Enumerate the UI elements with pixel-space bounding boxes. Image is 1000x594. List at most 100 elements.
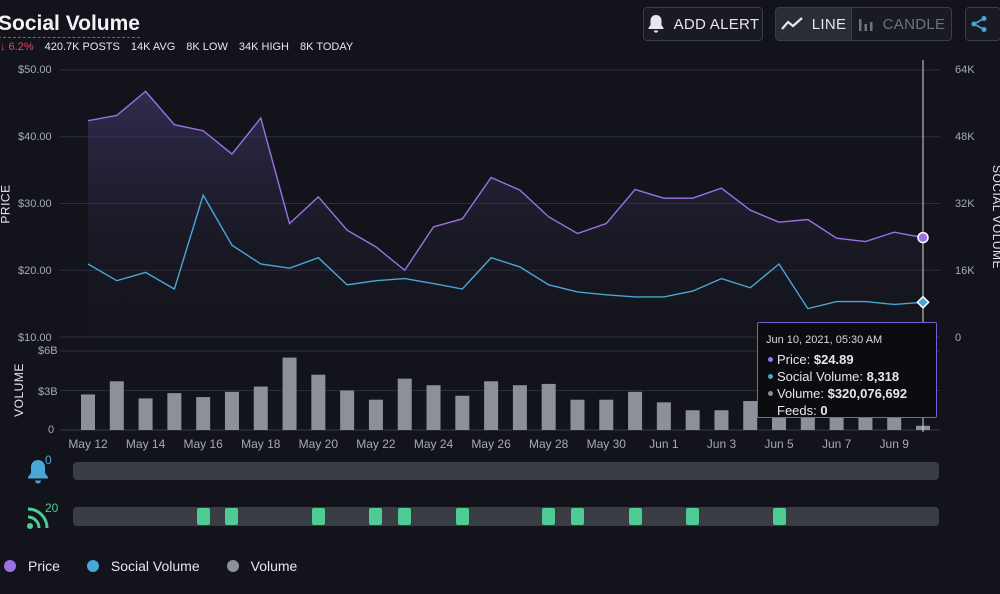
feed-marker[interactable] (398, 508, 412, 525)
volume-bar (196, 397, 211, 430)
feed-marker[interactable] (772, 508, 786, 525)
volume-bar (685, 410, 700, 430)
x-tick-label: May 18 (241, 437, 281, 451)
x-tick-label: May 30 (587, 437, 627, 451)
tooltip-price-value: $24.89 (813, 352, 854, 367)
x-tick-label: Jun 3 (707, 437, 737, 451)
x-tick-label: Jun 7 (822, 437, 852, 451)
x-tick-label: May 12 (68, 437, 108, 451)
volume-bar (138, 398, 153, 430)
page-title[interactable]: Social Volume (0, 12, 140, 38)
volume-bar (340, 390, 355, 430)
social-tick-label: 48K (955, 131, 975, 143)
feed-marker[interactable] (628, 508, 642, 525)
volume-bar (484, 381, 499, 430)
volume-axis-title: VOLUME (11, 363, 26, 417)
volume-bar (282, 357, 297, 430)
volume-bar (224, 391, 239, 430)
price-tick-label: $20.00 (18, 265, 52, 277)
candle-chart-icon (858, 19, 873, 31)
volume-bar (368, 399, 383, 430)
feed-marker[interactable] (225, 508, 239, 525)
legend-item-price[interactable]: Price (4, 558, 60, 574)
tooltip-volume-row: Volume: $320,076,692 (766, 385, 928, 402)
x-tick-label: Jun 1 (649, 437, 679, 451)
volume-bar (599, 399, 614, 430)
line-chart-icon (780, 17, 803, 30)
bell-icon (648, 15, 664, 33)
price-point-marker (917, 231, 929, 244)
add-alert-label: ADD ALERT (673, 15, 760, 33)
candle-mode-button[interactable]: CANDLE (851, 7, 952, 41)
legend-item-volume[interactable]: Volume (226, 558, 297, 574)
feed-marker[interactable] (542, 508, 556, 525)
social-tick-label: 32K (955, 198, 975, 210)
x-tick-label: May 28 (529, 437, 569, 451)
tooltip-date: Jun 10, 2021, 05:30 AM (766, 334, 883, 346)
share-icon (971, 16, 986, 32)
stat-low: 8K LOW (186, 41, 228, 53)
change-percent: ↓ 6.2% (0, 41, 34, 53)
volume-bar (743, 401, 758, 430)
volume-bar (426, 385, 441, 430)
stat-avg: 14K AVG (130, 41, 176, 53)
volume-bar (628, 391, 643, 430)
volume-tick-label: $3B (38, 386, 58, 398)
tooltip-price-row: Price: $24.89 (766, 351, 928, 368)
volume-bar (570, 399, 585, 430)
add-alert-button[interactable]: ADD ALERT (643, 7, 763, 41)
legend-item-social-volume[interactable]: Social Volume (86, 558, 200, 574)
tooltip-social-value: 8,318 (866, 369, 900, 384)
x-tick-label: May 16 (183, 437, 223, 451)
social-point-marker (916, 295, 930, 310)
alerts-track[interactable] (73, 462, 939, 480)
volume-tick-label: $6B (38, 345, 58, 357)
feed-marker[interactable] (196, 508, 210, 525)
volume-bar (656, 402, 671, 430)
stats-bar: ↓ 6.2% 420.7K POSTS 14K AVG 8K LOW 34K H… (0, 41, 353, 53)
social-tick-label: 16K (955, 265, 975, 277)
tooltip-social-row: Social Volume: 8,318 (766, 368, 928, 385)
social-tick-label: 0 (955, 332, 962, 344)
volume-bar (455, 395, 470, 430)
tooltip-feeds-value: 0 (820, 403, 828, 418)
x-tick-label: May 14 (126, 437, 166, 451)
alert-bell-icon[interactable] (26, 458, 50, 486)
feed-marker[interactable] (455, 508, 469, 525)
chart-tooltip: Jun 10, 2021, 05:30 AM Price: $24.89 Soc… (757, 322, 937, 418)
social-volume-line (87, 193, 924, 310)
feed-marker[interactable] (570, 508, 584, 525)
price-tick-label: $40.00 (18, 131, 52, 143)
volume-bar (109, 381, 124, 430)
volume-bar (512, 385, 527, 430)
feed-marker[interactable] (311, 508, 325, 525)
share-button[interactable] (965, 7, 1000, 41)
price-line (87, 90, 924, 272)
candle-mode-label: CANDLE (882, 15, 946, 33)
alerts-count: 0 (45, 453, 52, 467)
price-area (88, 91, 923, 337)
x-tick-label: Jun 9 (880, 437, 910, 451)
tooltip-volume-value: $320,076,692 (827, 386, 908, 401)
feed-marker[interactable] (686, 508, 700, 525)
feeds-track[interactable] (73, 507, 939, 526)
feed-rss-icon[interactable] (26, 506, 50, 530)
volume-bar (167, 393, 182, 430)
volume-bar (397, 378, 412, 430)
tooltip-feeds-row: Feeds: 0 (777, 403, 828, 418)
feed-marker[interactable] (369, 508, 383, 525)
feeds-count: 20 (45, 501, 59, 515)
price-tick-label: $30.00 (18, 198, 52, 210)
volume-bar (311, 374, 326, 430)
chart-legend: Price Social Volume Volume (4, 558, 324, 574)
volume-bar (541, 383, 556, 430)
price-tick-label: $50.00 (18, 64, 52, 76)
x-tick-label: Jun 5 (764, 437, 794, 451)
line-mode-button[interactable]: LINE (775, 7, 852, 41)
social-axis-title: SOCIAL VOLUME (990, 164, 1000, 270)
stat-high: 34K HIGH (238, 41, 290, 53)
price-axis-title: PRICE (0, 184, 13, 224)
volume-bar (253, 386, 268, 430)
x-tick-label: May 26 (471, 437, 511, 451)
